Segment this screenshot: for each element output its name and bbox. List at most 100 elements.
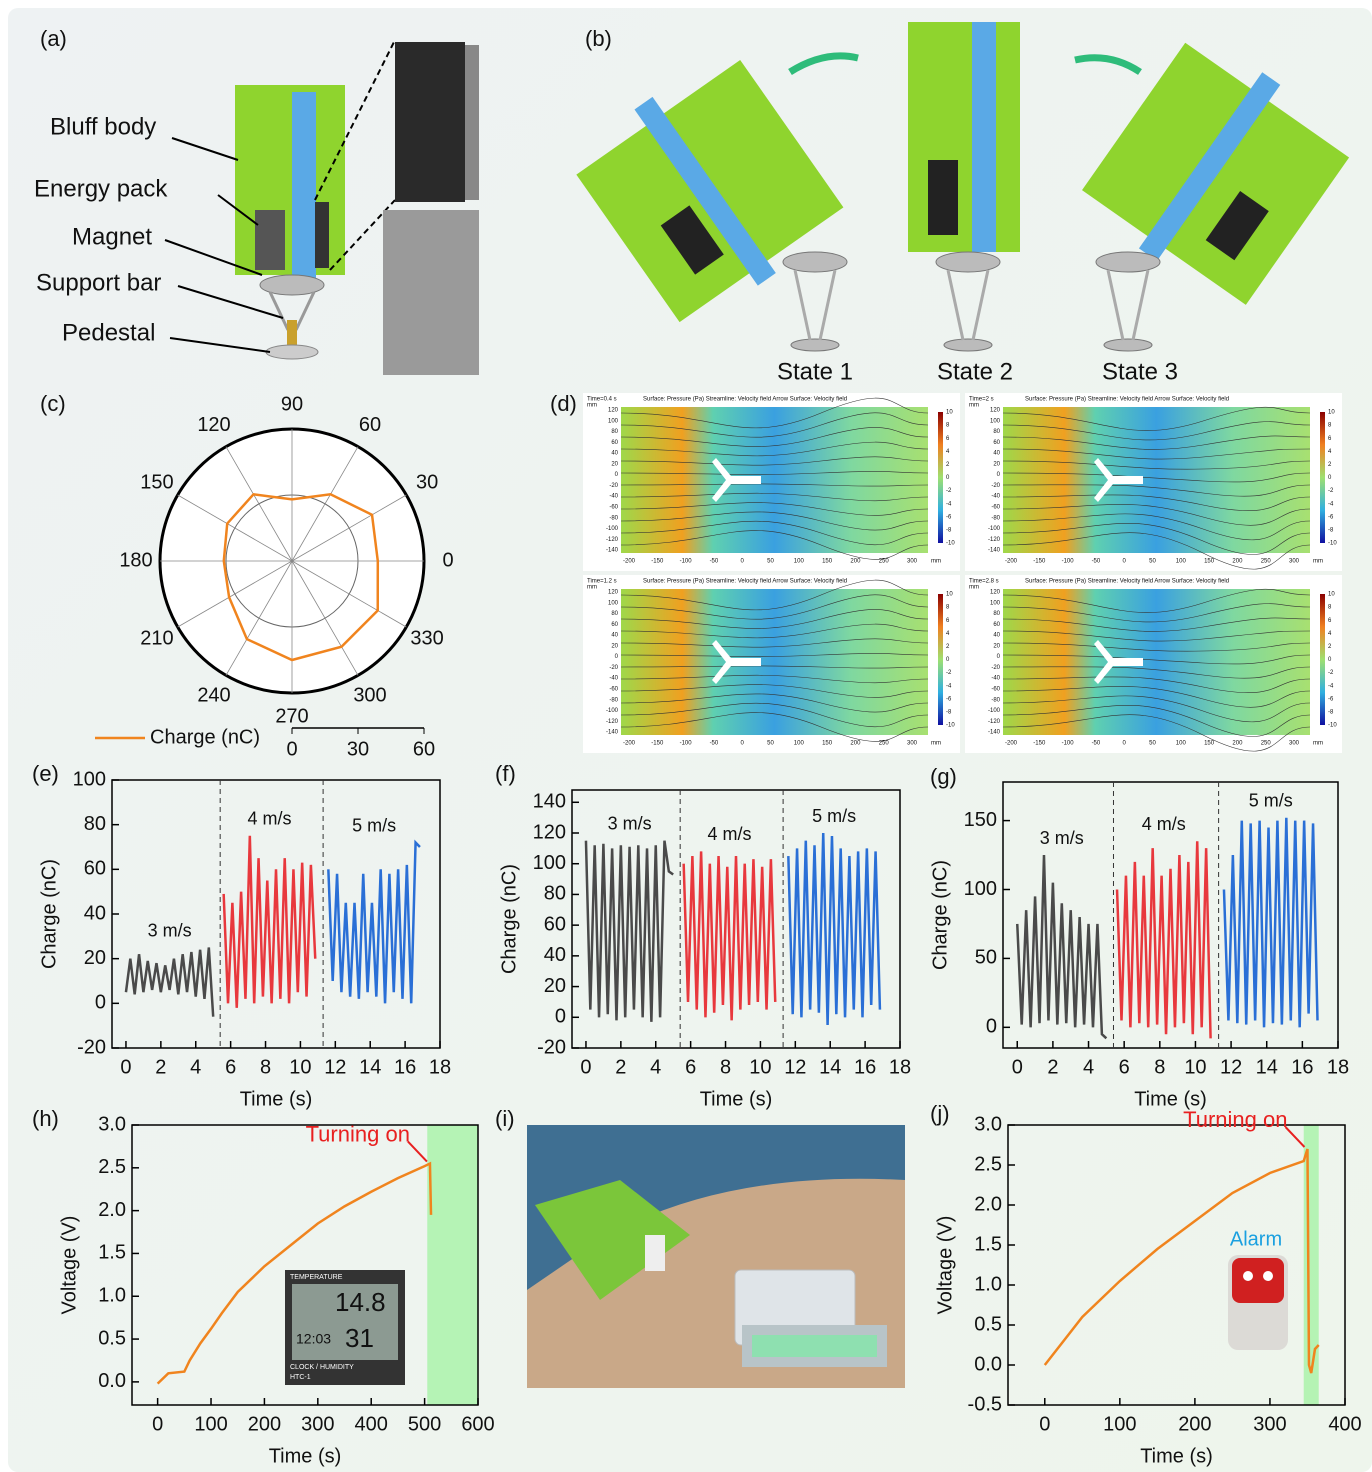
legend-label: Charge (nC) <box>150 726 260 748</box>
pack-zoom <box>395 42 465 202</box>
angle-label: 120 <box>197 414 230 436</box>
sim-y-tick: 40 <box>993 451 1000 457</box>
x-tick-label: 0 <box>120 1056 131 1078</box>
leds <box>752 1335 877 1357</box>
angle-label: 270 <box>275 705 308 727</box>
y-tick-label: 1.5 <box>974 1233 1002 1255</box>
inset-text: 14.8 <box>335 1287 386 1317</box>
x-tick-label: 2 <box>615 1056 626 1078</box>
y-tick-label: 2.0 <box>98 1199 126 1221</box>
series-label: 4 m/s <box>1142 814 1186 834</box>
x-tick-label: 14 <box>359 1056 381 1078</box>
pedestal <box>266 345 318 359</box>
magnet <box>260 275 324 295</box>
x-axis-title: Time (s) <box>269 1445 342 1467</box>
sim-y-tick: 100 <box>990 600 1001 606</box>
sim-y-tick: -20 <box>991 665 1000 671</box>
sim-y-tick: -20 <box>609 665 618 671</box>
colorbar-tick: -10 <box>946 723 955 729</box>
sim-y-tick: 100 <box>608 418 619 424</box>
sim-y-tick: -120 <box>988 537 1001 543</box>
colorbar-tick: -4 <box>946 501 952 507</box>
angle-label: 0 <box>442 549 453 571</box>
y-axis-title: Charge (nC) <box>38 859 60 969</box>
y-tick-label: 20 <box>84 947 106 969</box>
x-axis-title: Time (s) <box>1140 1445 1213 1467</box>
y-axis-title: Charge (nC) <box>929 860 951 970</box>
sim-y-tick: 40 <box>993 633 1000 639</box>
x-tick-label: 400 <box>355 1413 388 1435</box>
sim-y-tick: -60 <box>991 687 1000 693</box>
series-label: 3 m/s <box>1040 828 1084 848</box>
label: Support bar <box>36 269 161 296</box>
sim-y-tick: 120 <box>990 590 1001 596</box>
sim-y-tick: 60 <box>993 440 1000 446</box>
angle-label: 150 <box>140 471 173 493</box>
sim-x-tick: 100 <box>1176 741 1187 747</box>
colorbar-tick: -8 <box>946 527 952 533</box>
colorbar <box>1320 594 1325 725</box>
x-tick-label: 4 <box>190 1056 201 1078</box>
sim-x-tick: -50 <box>1092 741 1101 747</box>
sim-x-tick: 300 <box>1289 559 1300 565</box>
sim-y-tick: 20 <box>611 643 618 649</box>
y-tick-label: -0.5 <box>968 1393 1002 1415</box>
colorbar-tick: -8 <box>1328 709 1334 715</box>
y-axis-title: Voltage (V) <box>934 1216 956 1315</box>
alarm-led <box>1263 1271 1273 1281</box>
colorbar-tick: -4 <box>946 683 952 689</box>
sim-x-tick: 300 <box>907 741 918 747</box>
inset-text: 31 <box>345 1323 374 1353</box>
sim-x-tick: 150 <box>822 559 833 565</box>
colorbar-tick: -6 <box>946 514 952 520</box>
x-tick-label: 600 <box>461 1413 494 1435</box>
inset-text: TEMPERATURE <box>290 1274 343 1281</box>
sim-y-tick: -140 <box>988 548 1001 554</box>
sim-x-tick: 50 <box>767 559 774 565</box>
x-tick-label: 8 <box>1154 1056 1165 1078</box>
sim-y-tick: -100 <box>606 708 619 714</box>
x-tick-label: 0 <box>152 1413 163 1435</box>
y-tick-label: 20 <box>544 975 566 997</box>
x-tick-label: 18 <box>429 1056 451 1078</box>
sim-y-tick: 120 <box>608 408 619 414</box>
shaded-span <box>1304 1125 1319 1405</box>
x-tick-label: 4 <box>650 1056 661 1078</box>
sim-y-tick: 80 <box>993 611 1000 617</box>
sim-y-tick: -100 <box>606 526 619 532</box>
sim-x-tick: 200 <box>1232 741 1243 747</box>
sim-unit: mm <box>969 403 979 409</box>
colorbar-tick: -10 <box>1328 723 1337 729</box>
panel-label: (d) <box>550 391 577 416</box>
x-tick-label: 18 <box>1327 1056 1349 1078</box>
panel-label: (e) <box>32 761 59 786</box>
y-tick-label: 60 <box>84 858 106 880</box>
colorbar-tick: -10 <box>1328 541 1337 547</box>
colorbar-tick: 10 <box>946 410 953 416</box>
sim-y-tick: -140 <box>988 730 1001 736</box>
page: (a) (b) (c) (d) (e) (f) (g) (h) (i) (j) … <box>0 0 1372 1472</box>
y-tick-label: 3.0 <box>98 1113 126 1135</box>
colorbar <box>938 412 943 543</box>
y-tick-label: 0.0 <box>98 1370 126 1392</box>
energy-pack <box>315 202 329 268</box>
inset-text: CLOCK / HUMIDITY <box>290 1364 354 1371</box>
angle-label: 240 <box>197 684 230 706</box>
pack-zoom <box>465 45 479 200</box>
sim-y-tick: 20 <box>611 461 618 467</box>
colorbar-tick: -2 <box>946 670 952 676</box>
sim-x-tick: 50 <box>767 741 774 747</box>
x-tick-label: 16 <box>854 1056 876 1078</box>
sim-y-tick: 40 <box>611 451 618 457</box>
alarm-inset: Alarm <box>1228 1228 1288 1350</box>
sim-x-tick: 250 <box>1261 741 1272 747</box>
sim-unit: mm <box>931 559 941 565</box>
x-tick-label: 14 <box>819 1056 841 1078</box>
colorbar <box>1320 412 1325 543</box>
series-label: 5 m/s <box>352 815 396 835</box>
y-tick-label: 40 <box>84 902 106 924</box>
x-axis-title: Time (s) <box>240 1088 313 1110</box>
colorbar-tick: -4 <box>1328 501 1334 507</box>
y-tick-label: 60 <box>544 913 566 935</box>
colorbar-tick: -6 <box>946 696 952 702</box>
